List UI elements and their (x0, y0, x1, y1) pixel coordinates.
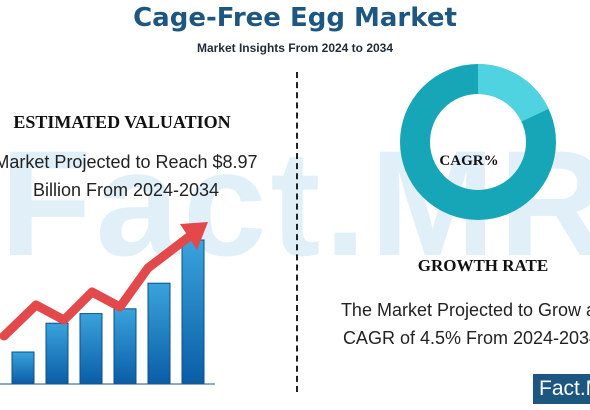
valuation-desc-line-2: Billion From 2024-2034 (32, 180, 220, 200)
valuation-heading: ESTIMATED VALUATION (13, 112, 231, 132)
illustration-bar (45, 322, 69, 385)
page-subtitle: Market Insights From 2024 to 2034 (196, 41, 394, 55)
growth-rate-description: The Market Projected to Grow at CAGR of … (306, 296, 590, 352)
illustration-bar (79, 313, 103, 385)
growth-bar-chart-illustration (0, 222, 215, 385)
growth-rate-heading: GROWTH RATE (417, 256, 549, 275)
donut-highlight-segment (400, 64, 556, 220)
growth-desc-line-2: CAGR of 4.5% From 2024-2034 (342, 328, 590, 348)
growth-desc-line-1: The Market Projected to Grow at (340, 300, 590, 320)
section-divider (296, 72, 298, 392)
illustration-bar (113, 308, 137, 385)
valuation-description: Market Projected to Reach $8.97 Billion … (0, 148, 274, 204)
illustration-bar (147, 282, 171, 385)
illustration-bar (11, 351, 35, 385)
cagr-donut-chart (400, 64, 556, 220)
cagr-label: CAGR% (439, 153, 499, 169)
valuation-desc-line-1: Market Projected to Reach $8.97 (0, 152, 258, 172)
page-title: Cage-Free Egg Market (133, 3, 457, 33)
illustration-bar (181, 239, 205, 385)
trend-up-arrow-icon (0, 222, 208, 341)
bars-group (11, 239, 205, 385)
brand-logo: Fact.MR (533, 374, 590, 404)
